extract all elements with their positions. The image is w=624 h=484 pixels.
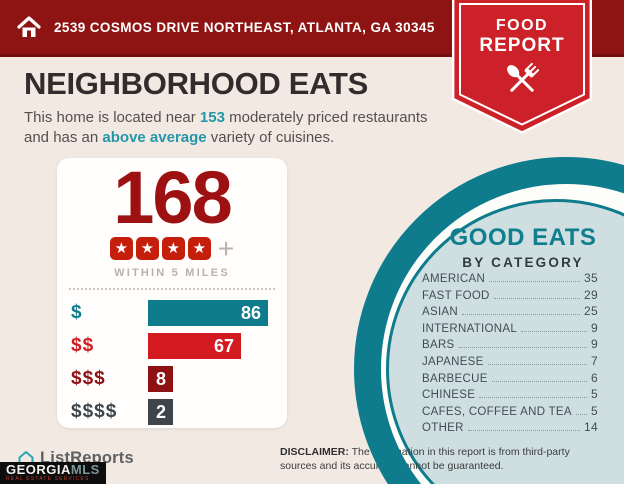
category-list: AMERICAN 35 FAST FOOD 29 ASIAN 25 INTERNATIONA… [422,271,598,437]
category-count: 9 [591,337,598,352]
category-name: BARS [422,339,455,352]
dotted-leader [491,380,588,382]
category-row: BARBECUE 6 [422,371,598,388]
price-bar-chart: $86 $$ 67 $$$ 8 $$$$ 2 [57,298,287,425]
summary-mid: moderately priced restaurants and has an [24,109,428,146]
price-bar-row: $$$$ 2 [71,399,287,425]
stats-card: 168 ★ ★ ★ ★ + WITHIN 5 MILES $86 $$ 67 $$$ 8 $$$$… [57,158,287,428]
dotted-leader [462,314,581,316]
category-name: OTHER [422,422,464,435]
category-count: 25 [584,304,598,319]
price-level-label: $ [71,302,83,323]
disclaimer-label: DISCLAIMER: [280,446,349,458]
category-row: AMERICAN 35 [422,271,598,288]
category-name: CAFES, COFFEE AND TEA [422,405,572,418]
dotted-leader [458,347,588,349]
category-name: CHINESE [422,389,476,402]
summary-pre: This home is located near [24,109,200,126]
dotted-leader [479,397,588,399]
category-row: INTERNATIONAL 9 [422,321,598,338]
price-level-label: $$$ [71,368,106,389]
disclaimer-text: DISCLAIMER: The information in this repo… [280,446,594,473]
ribbon-line2: REPORT [479,34,565,56]
ribbon-title: FOOD REPORT [452,17,592,56]
category-count: 6 [591,370,598,385]
star-icon: ★ [109,237,133,260]
ribbon-line1: FOOD [495,17,549,34]
summary-text: This home is located near 153 moderately… [24,108,432,147]
variety-rating: above average [102,128,207,146]
bar-value: 2 [155,401,166,422]
georgiamls-tagline: REAL ESTATE SERVICES [6,476,90,482]
house-icon [17,16,41,37]
dotted-leader [521,330,588,332]
ribbon-shape [452,0,592,134]
category-count: 29 [584,287,598,302]
category-row: FAST FOOD 29 [422,288,598,305]
page-title: NEIGHBORHOOD EATS [24,66,368,101]
category-count: 35 [584,271,598,285]
category-row: BARS 9 [422,337,598,354]
good-eats-header: GOOD EATS BY CATEGORY [413,224,624,270]
category-row: ASIAN 25 [422,304,598,321]
restaurant-count: 153 [199,109,225,126]
category-name: FAST FOOD [422,289,490,302]
good-eats-title: GOOD EATS [449,224,597,251]
dotted-divider [69,288,275,290]
fork-spoon-icon [507,62,540,92]
star-rating: ★ ★ ★ ★ + [57,232,287,264]
bar: 8 [148,366,173,392]
bar-value: 8 [155,368,166,389]
plus-icon: + [217,232,235,264]
dotted-leader [467,430,581,432]
dotted-leader [575,413,588,415]
bar: 2 [148,399,173,425]
category-name: AMERICAN [422,273,486,285]
price-level-label: $$ [71,335,95,356]
restaurant-total: 168 [113,156,232,239]
category-count: 7 [591,353,598,368]
georgiamls-logo: GEORGIAMLS REAL ESTATE SERVICES [0,462,106,484]
category-row: CHINESE 5 [422,387,598,404]
category-count: 14 [584,420,598,435]
price-bar-row: $86 [71,300,287,326]
summary-post: variety of cuisines. [206,128,335,146]
georgiamls-suffix: MLS [70,462,100,477]
star-icon: ★ [135,237,159,260]
dotted-leader [487,363,588,365]
bar-value: 86 [240,302,261,323]
category-count: 5 [591,403,598,418]
price-bar-row: $$$ 8 [71,366,287,392]
category-name: ASIAN [422,306,459,319]
dotted-leader [489,281,581,282]
star-icon: ★ [187,237,211,260]
category-row: CAFES, COFFEE AND TEA 5 [422,404,598,421]
bar-value: 67 [213,335,234,356]
disclaimer-body: The information in this report is from t… [280,446,570,472]
category-count: 9 [591,320,598,335]
good-eats-subtitle: BY CATEGORY [462,255,584,270]
category-row: OTHER 14 [422,420,598,437]
price-bar-row: $$ 67 [71,333,287,359]
category-name: JAPANESE [422,355,484,368]
food-report-ribbon: FOOD REPORT [452,0,592,136]
bar: 86 [148,300,268,326]
radius-label: WITHIN 5 MILES [114,267,230,279]
dotted-leader [493,297,581,299]
price-level-label: $$$$ [71,401,118,422]
category-count: 5 [591,387,598,402]
star-icon: ★ [161,237,185,260]
georgiamls-name: GEORGIA [6,462,71,477]
category-name: BARBECUE [422,372,488,385]
property-address: 2539 COSMOS DRIVE NORTHEAST, ATLANTA, GA… [54,19,435,35]
category-name: INTERNATIONAL [422,322,518,335]
category-row: JAPANESE 7 [422,354,598,371]
bar: 67 [148,333,241,359]
